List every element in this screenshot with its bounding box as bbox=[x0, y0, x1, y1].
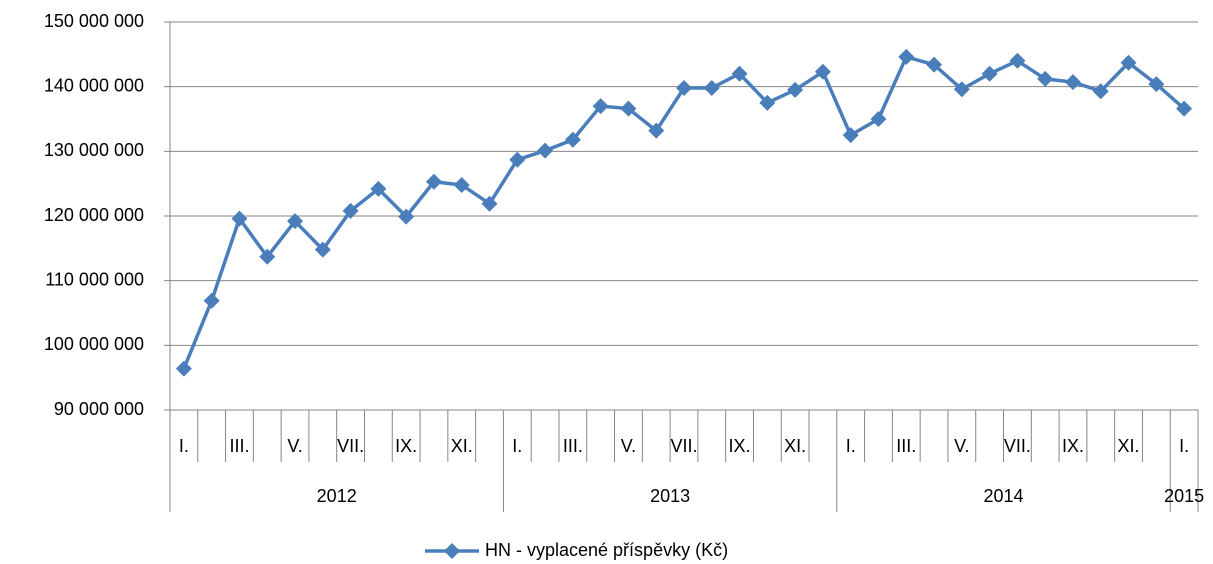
data-point bbox=[842, 127, 859, 144]
data-point bbox=[314, 241, 331, 258]
data-point bbox=[1120, 54, 1137, 71]
data-point bbox=[592, 98, 609, 115]
y-tick-label: 150 000 000 bbox=[44, 11, 144, 31]
x-tick-label: VII. bbox=[1004, 436, 1031, 456]
data-point bbox=[175, 360, 192, 377]
data-point bbox=[453, 176, 470, 193]
data-point bbox=[1176, 100, 1193, 117]
data-point bbox=[814, 63, 831, 80]
data-point bbox=[425, 173, 442, 190]
x-tick-label: IX. bbox=[729, 436, 751, 456]
data-point bbox=[648, 122, 665, 139]
data-point bbox=[509, 151, 526, 168]
data-point bbox=[203, 292, 220, 309]
data-point bbox=[731, 65, 748, 82]
data-point bbox=[898, 48, 915, 65]
series-line bbox=[182, 55, 1186, 370]
x-tick-label: IX. bbox=[1062, 436, 1084, 456]
data-point bbox=[342, 202, 359, 219]
y-tick-label: 140 000 000 bbox=[44, 75, 144, 95]
legend-label: HN - vyplacené příspěvky (Kč) bbox=[485, 540, 728, 560]
x-tick-label: V. bbox=[954, 436, 969, 456]
data-point bbox=[564, 131, 581, 148]
data-point bbox=[1148, 76, 1165, 93]
data-point bbox=[787, 81, 804, 98]
data-point bbox=[676, 79, 692, 96]
x-tick-label: III. bbox=[896, 436, 916, 456]
x-tick-label: XI. bbox=[784, 436, 806, 456]
y-tick-label: 100 000 000 bbox=[44, 334, 144, 354]
x-tick-label: I. bbox=[1179, 436, 1189, 456]
x-tick-label: I. bbox=[512, 436, 522, 456]
data-point bbox=[231, 210, 248, 227]
legend-marker bbox=[444, 543, 460, 559]
data-point bbox=[287, 213, 304, 230]
data-point bbox=[1037, 70, 1054, 87]
y-tick-label: 120 000 000 bbox=[44, 205, 144, 225]
x-tick-label: III. bbox=[563, 436, 583, 456]
data-point bbox=[481, 195, 498, 212]
data-point bbox=[1092, 83, 1109, 100]
data-point bbox=[703, 79, 720, 96]
data-point bbox=[926, 56, 943, 73]
data-point bbox=[259, 248, 276, 265]
y-tick-label: 130 000 000 bbox=[44, 140, 144, 160]
data-point bbox=[981, 65, 998, 82]
x-tick-label: XI. bbox=[1118, 436, 1140, 456]
year-label: 2015 bbox=[1164, 486, 1204, 506]
x-tick-label: XI. bbox=[451, 436, 473, 456]
x-tick-label: V. bbox=[287, 436, 302, 456]
data-point bbox=[953, 81, 970, 98]
x-tick-label: III. bbox=[229, 436, 249, 456]
year-label: 2014 bbox=[983, 486, 1023, 506]
y-tick-label: 90 000 000 bbox=[54, 399, 144, 419]
x-tick-label: VII. bbox=[670, 436, 697, 456]
data-point bbox=[537, 142, 554, 159]
data-point bbox=[370, 180, 387, 197]
x-tick-label: I. bbox=[179, 436, 189, 456]
data-point bbox=[398, 208, 415, 225]
year-label: 2012 bbox=[317, 486, 357, 506]
data-point bbox=[620, 100, 637, 117]
x-tick-label: V. bbox=[621, 436, 636, 456]
x-tick-label: VII. bbox=[337, 436, 364, 456]
x-tick-label: IX. bbox=[395, 436, 417, 456]
year-label: 2013 bbox=[650, 486, 690, 506]
data-point bbox=[759, 94, 776, 111]
y-tick-label: 110 000 000 bbox=[45, 269, 144, 289]
data-point bbox=[1009, 52, 1026, 69]
data-point bbox=[1064, 74, 1081, 91]
data-point bbox=[870, 111, 887, 127]
x-tick-label: I. bbox=[846, 436, 856, 456]
